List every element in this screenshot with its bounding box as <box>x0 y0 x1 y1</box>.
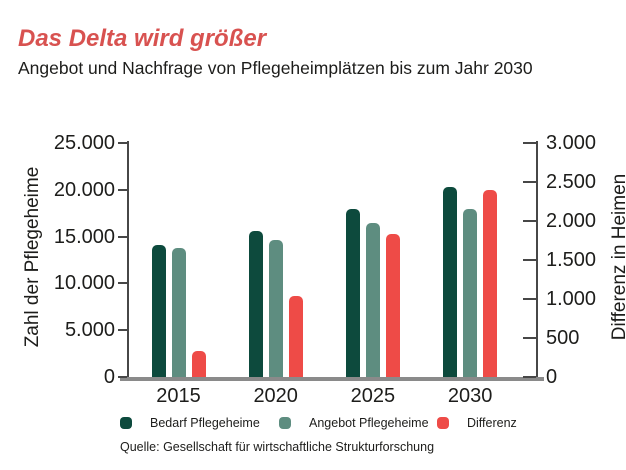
right-axis-tick <box>523 220 536 222</box>
chart-title: Das Delta wird größer <box>18 25 267 52</box>
legend-swatch-angebot <box>279 417 291 429</box>
bar-bedarf-2015 <box>151 245 166 377</box>
bar-angebot-2020 <box>268 239 283 377</box>
right-axis-tick <box>523 376 536 378</box>
left-axis-tick <box>118 142 127 144</box>
x-axis-baseline <box>120 377 544 381</box>
right-axis-line <box>536 141 538 379</box>
legend-label-angebot: Angebot Pflegeheime <box>309 416 429 430</box>
right-axis-tick-label: 1.000 <box>546 288 597 310</box>
right-axis-tick-label: 2.000 <box>546 210 597 232</box>
left-axis-tick-label: 20.000 <box>53 178 115 201</box>
right-axis-title: Differenz in Heimen <box>609 173 626 341</box>
left-axis-tick <box>118 282 127 285</box>
right-axis-tick-label: 3.000 <box>546 132 597 154</box>
x-tick-label-2030: 2030 <box>447 385 493 407</box>
right-axis-tick <box>523 181 536 183</box>
legend-item-angebot: Angebot Pflegeheime <box>279 416 429 430</box>
right-axis-tick-label: 0 <box>546 366 558 388</box>
bar-angebot-2015 <box>171 248 186 377</box>
left-axis-tick <box>118 329 127 332</box>
left-axis-tick-label: 10.000 <box>53 272 115 295</box>
right-axis-tick-label: 500 <box>546 327 580 349</box>
x-tick-label-2020: 2020 <box>253 385 298 407</box>
bar-bedarf-2025 <box>345 208 360 377</box>
legend-swatch-differenz <box>437 417 449 429</box>
bar-angebot-2025 <box>365 222 380 377</box>
left-axis-tick-label: 5.000 <box>64 319 115 342</box>
legend-label-differenz: Differenz <box>467 416 517 430</box>
legend-label-bedarf: Bedarf Pflegeheime <box>150 416 260 430</box>
legend-item-differenz: Differenz <box>437 416 517 430</box>
source-note: Quelle: Gesellschaft für wirtschaftliche… <box>120 440 435 454</box>
right-axis-tick <box>523 298 536 300</box>
left-axis-tick-label: 0 <box>103 366 115 388</box>
left-axis-tick-label: 15.000 <box>53 225 115 248</box>
left-axis-tick <box>118 235 127 238</box>
bar-bedarf-2020 <box>248 230 263 377</box>
legend-swatch-bedarf <box>120 417 132 429</box>
bar-differenz-2030 <box>483 189 498 377</box>
left-axis-tick-label: 25.000 <box>53 132 115 154</box>
right-axis-tick <box>523 259 536 261</box>
right-axis-tick-label: 1.500 <box>546 249 597 271</box>
bar-differenz-2025 <box>385 234 400 377</box>
bar-angebot-2030 <box>463 209 478 377</box>
left-axis-tick <box>118 376 127 378</box>
x-tick-label-2025: 2025 <box>350 385 396 407</box>
bar-bedarf-2030 <box>443 186 458 377</box>
right-axis-tick-label: 2.500 <box>546 171 597 193</box>
chart-subtitle: Angebot und Nachfrage von Pflegeheimplät… <box>18 58 533 78</box>
left-axis-tick <box>118 188 127 191</box>
right-axis-tick <box>523 142 536 144</box>
x-tick-label-2015: 2015 <box>156 385 201 407</box>
left-axis-line <box>127 141 129 379</box>
legend-item-bedarf: Bedarf Pflegeheime <box>120 416 260 430</box>
bar-differenz-2015 <box>191 351 206 377</box>
bar-differenz-2020 <box>288 295 303 377</box>
right-axis-tick <box>523 337 536 339</box>
